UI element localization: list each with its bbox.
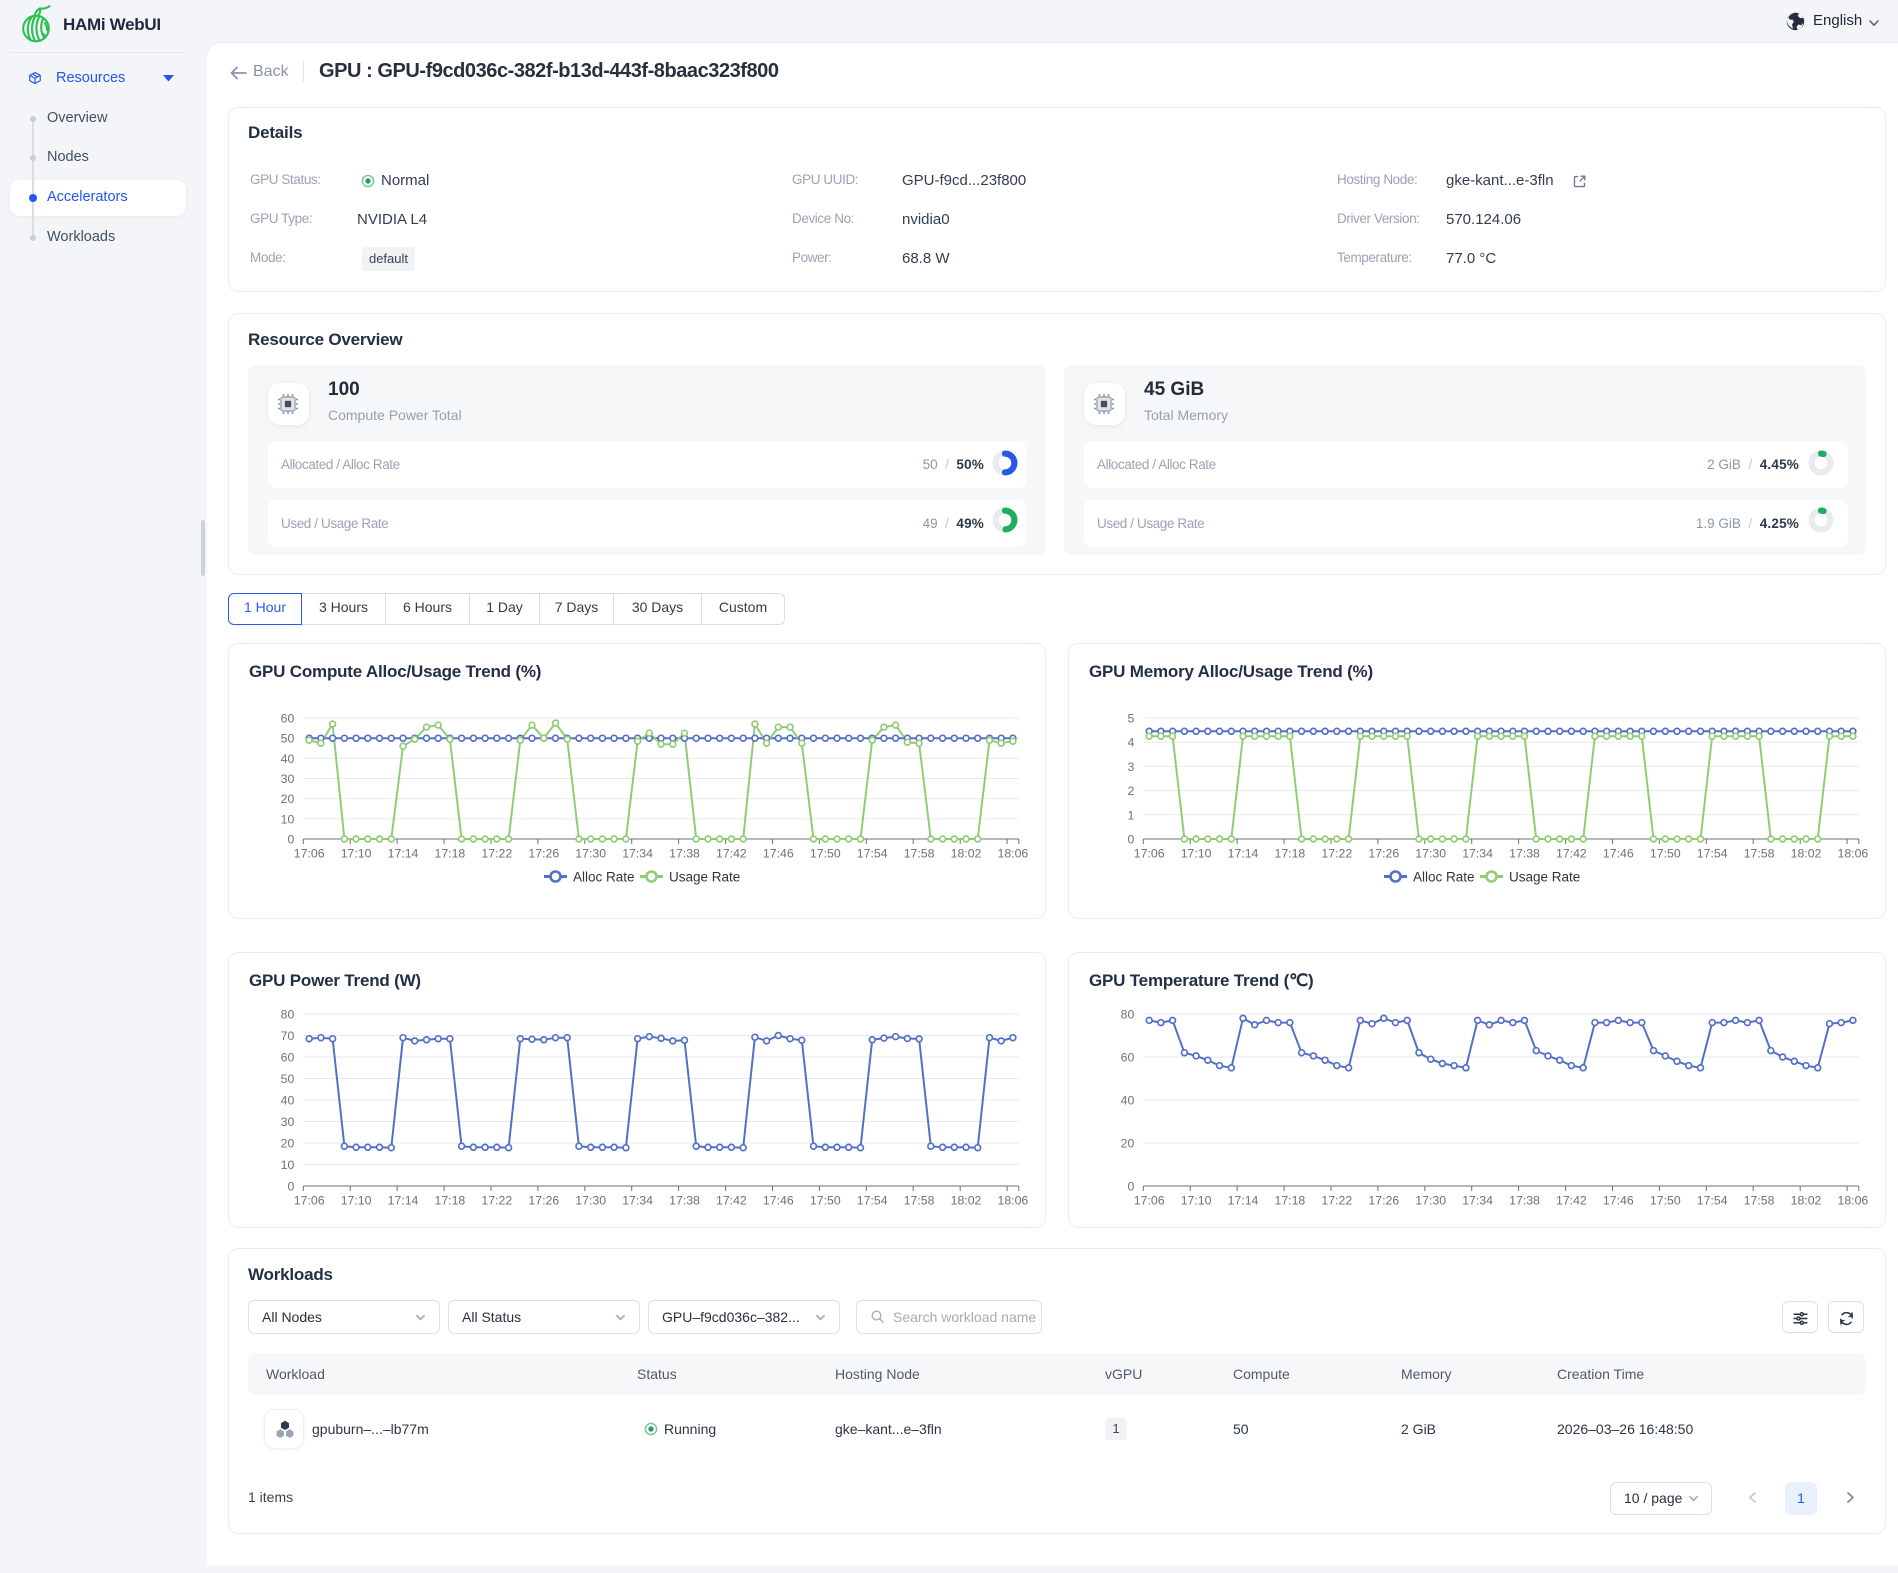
svg-text:17:46: 17:46 [763,847,794,861]
svg-text:17:38: 17:38 [669,1194,700,1208]
svg-text:17:30: 17:30 [575,847,606,861]
svg-text:20: 20 [1121,1137,1135,1151]
svg-text:17:18: 17:18 [1275,1194,1306,1208]
svg-text:17:42: 17:42 [1556,847,1587,861]
svg-text:17:58: 17:58 [1744,1194,1775,1208]
svg-text:18:02: 18:02 [951,1194,982,1208]
svg-text:Alloc Rate: Alloc Rate [1413,870,1475,885]
svg-text:18:02: 18:02 [1791,847,1822,861]
svg-text:0: 0 [287,833,294,847]
svg-text:17:06: 17:06 [294,1194,325,1208]
svg-text:30: 30 [281,1115,295,1129]
svg-text:17:50: 17:50 [810,847,841,861]
svg-text:17:42: 17:42 [716,847,747,861]
svg-text:17:18: 17:18 [435,847,466,861]
svg-text:5: 5 [1127,712,1134,726]
svg-text:17:22: 17:22 [1321,847,1352,861]
svg-text:17:10: 17:10 [1181,1194,1212,1208]
svg-text:17:54: 17:54 [1697,847,1728,861]
svg-text:80: 80 [281,1008,295,1022]
svg-text:2: 2 [1127,784,1134,798]
svg-text:17:58: 17:58 [1744,847,1775,861]
svg-text:30: 30 [281,772,295,786]
svg-text:17:46: 17:46 [1603,847,1634,861]
svg-text:Usage Rate: Usage Rate [669,870,740,885]
svg-text:17:26: 17:26 [528,1194,559,1208]
svg-text:10: 10 [281,812,295,826]
svg-text:70: 70 [281,1029,295,1043]
svg-text:60: 60 [281,712,295,726]
svg-text:0: 0 [1127,833,1134,847]
svg-text:18:06: 18:06 [1838,1194,1869,1208]
svg-text:17:06: 17:06 [1134,1194,1165,1208]
svg-text:1: 1 [1127,808,1134,822]
svg-text:17:26: 17:26 [1368,847,1399,861]
svg-text:17:34: 17:34 [622,847,653,861]
svg-text:17:30: 17:30 [1415,1194,1446,1208]
svg-text:17:06: 17:06 [1134,847,1165,861]
svg-text:3: 3 [1127,760,1134,774]
svg-text:17:54: 17:54 [1697,1194,1728,1208]
svg-text:17:18: 17:18 [1275,847,1306,861]
svg-text:17:50: 17:50 [1650,847,1681,861]
svg-text:17:34: 17:34 [1462,847,1493,861]
svg-text:17:42: 17:42 [716,1194,747,1208]
svg-text:40: 40 [1121,1094,1135,1108]
svg-text:17:10: 17:10 [1181,847,1212,861]
svg-text:20: 20 [281,1137,295,1151]
svg-text:17:50: 17:50 [1650,1194,1681,1208]
svg-text:17:38: 17:38 [1509,847,1540,861]
svg-text:17:26: 17:26 [528,847,559,861]
svg-text:17:46: 17:46 [763,1194,794,1208]
svg-text:17:46: 17:46 [1603,1194,1634,1208]
svg-text:17:54: 17:54 [857,847,888,861]
svg-text:10: 10 [281,1158,295,1172]
svg-text:0: 0 [287,1180,294,1194]
svg-text:17:14: 17:14 [388,847,419,861]
svg-text:17:58: 17:58 [904,1194,935,1208]
svg-text:17:14: 17:14 [1228,1194,1259,1208]
svg-text:17:10: 17:10 [341,1194,372,1208]
svg-text:17:22: 17:22 [481,847,512,861]
svg-text:50: 50 [281,732,295,746]
svg-text:0: 0 [1127,1180,1134,1194]
svg-text:18:02: 18:02 [951,847,982,861]
svg-text:17:30: 17:30 [575,1194,606,1208]
svg-text:17:18: 17:18 [435,1194,466,1208]
svg-text:Alloc Rate: Alloc Rate [573,870,635,885]
svg-text:60: 60 [1121,1051,1135,1065]
svg-text:20: 20 [281,792,295,806]
svg-text:17:14: 17:14 [388,1194,419,1208]
svg-text:18:06: 18:06 [998,847,1029,861]
svg-text:17:58: 17:58 [904,847,935,861]
svg-text:17:34: 17:34 [622,1194,653,1208]
svg-text:17:34: 17:34 [1462,1194,1493,1208]
svg-text:40: 40 [281,752,295,766]
svg-text:18:06: 18:06 [998,1194,1029,1208]
svg-text:40: 40 [281,1094,295,1108]
svg-text:60: 60 [281,1051,295,1065]
svg-text:17:38: 17:38 [1509,1194,1540,1208]
svg-text:17:42: 17:42 [1556,1194,1587,1208]
svg-text:17:06: 17:06 [294,847,325,861]
svg-text:17:50: 17:50 [810,1194,841,1208]
svg-text:17:38: 17:38 [669,847,700,861]
svg-text:Usage Rate: Usage Rate [1509,870,1580,885]
svg-text:17:26: 17:26 [1368,1194,1399,1208]
svg-text:17:22: 17:22 [1321,1194,1352,1208]
svg-text:17:14: 17:14 [1228,847,1259,861]
svg-text:17:22: 17:22 [481,1194,512,1208]
svg-text:18:02: 18:02 [1791,1194,1822,1208]
svg-text:17:54: 17:54 [857,1194,888,1208]
svg-text:18:06: 18:06 [1838,847,1869,861]
svg-text:17:10: 17:10 [341,847,372,861]
svg-text:17:30: 17:30 [1415,847,1446,861]
svg-text:80: 80 [1121,1008,1135,1022]
svg-text:50: 50 [281,1072,295,1086]
svg-text:4: 4 [1127,736,1134,750]
